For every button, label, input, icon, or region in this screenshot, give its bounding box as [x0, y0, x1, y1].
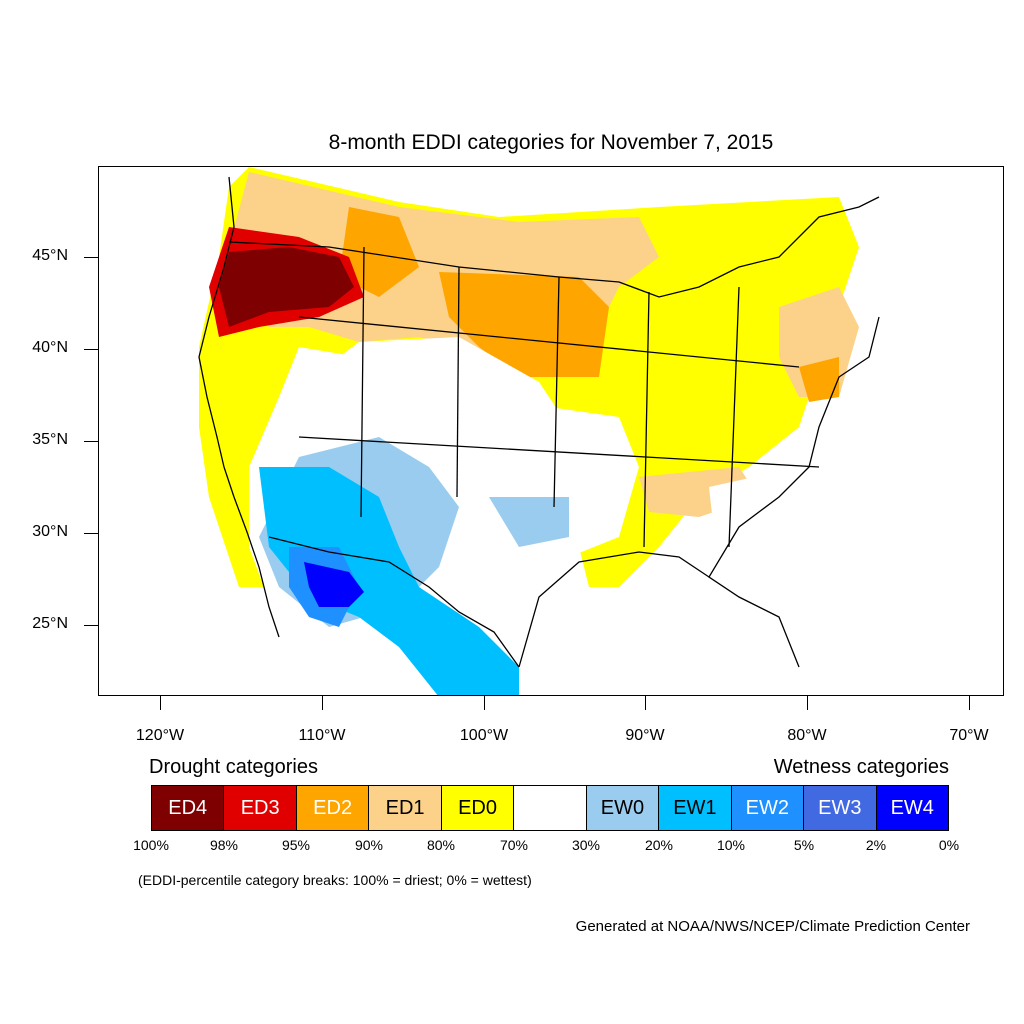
lon-tick — [645, 696, 646, 710]
legend-label: ED2 — [313, 796, 353, 819]
legend-cell-ed3: ED3 — [224, 786, 297, 830]
percentile-label: 30% — [571, 837, 601, 853]
lon-label: 110°W — [298, 727, 346, 744]
us-canada-border — [228, 196, 880, 298]
lat-label: 35°N — [32, 431, 68, 448]
state-line-6 — [298, 316, 800, 368]
lat-label: 25°N — [32, 615, 68, 632]
legend-cell-ew4: EW4 — [876, 786, 948, 830]
percentile-label: 2% — [865, 837, 887, 853]
ed2-area-plains — [439, 272, 609, 377]
legend-cell-ed4: ED4 — [152, 786, 225, 830]
west-coastline — [198, 176, 280, 638]
normal-area-southeast — [709, 467, 819, 587]
lon-label: 120°W — [135, 727, 185, 744]
map-canvas — [198, 167, 880, 695]
ew4-area-mexico — [304, 562, 364, 607]
lat-label: 40°N — [32, 339, 68, 356]
east-coastline — [708, 316, 880, 668]
lat-label: 30°N — [32, 523, 68, 540]
legend-cell-ew2: EW2 — [731, 786, 805, 830]
percentile-label: 0% — [938, 837, 960, 853]
credit-line: Generated at NOAA/NWS/NCEP/Climate Predi… — [575, 918, 970, 935]
lon-tick — [969, 696, 970, 710]
lon-tick — [322, 696, 323, 710]
lon-label: 80°W — [787, 727, 827, 744]
legend-label: ED3 — [240, 796, 280, 819]
ew1-area-southwest — [259, 467, 519, 695]
map-title: 8-month EDDI categories for November 7, … — [328, 131, 774, 154]
category-legend-bar: ED4 ED3 ED2 ED1 ED0 EW0 EW1 EW2 EW3 EW4 — [151, 785, 949, 831]
state-line-2 — [456, 266, 460, 498]
us-mexico-border — [268, 536, 520, 668]
legend-label: EW3 — [818, 796, 862, 819]
wetness-heading: Wetness categories — [773, 756, 949, 778]
percentile-label: 10% — [716, 837, 746, 853]
percentile-label: 5% — [793, 837, 815, 853]
legend-cell-ew1: EW1 — [659, 786, 732, 830]
legend-cell-ew3: EW3 — [804, 786, 877, 830]
gulf-coastline — [518, 551, 710, 668]
lat-tick — [84, 441, 98, 442]
lon-label: 100°W — [459, 727, 509, 744]
legend-label: EW1 — [673, 796, 717, 819]
lat-tick — [84, 257, 98, 258]
boundaries — [198, 176, 880, 668]
legend-label: EW4 — [890, 796, 934, 819]
ew0-area-texas — [489, 497, 569, 547]
category-breaks-note: (EDDI-percentile category breaks: 100% =… — [138, 872, 532, 888]
lon-tick — [160, 696, 161, 710]
lat-tick — [84, 625, 98, 626]
legend-cell-ed1: ED1 — [369, 786, 442, 830]
percentile-label: 90% — [354, 837, 384, 853]
legend-label: ED4 — [168, 796, 208, 819]
legend-cell-ed0: ED0 — [441, 786, 515, 830]
percentile-label: 20% — [644, 837, 674, 853]
percentile-label: 70% — [499, 837, 529, 853]
ed2-area-west — [339, 207, 419, 297]
state-line-1 — [360, 246, 365, 518]
legend-label: ED1 — [385, 796, 425, 819]
state-line-7 — [298, 436, 820, 468]
ed4-area-northwest — [219, 247, 354, 327]
percentile-label: 100% — [133, 837, 169, 853]
category-fields — [199, 167, 859, 695]
percentile-label: 98% — [209, 837, 239, 853]
drought-heading: Drought categories — [149, 756, 318, 778]
legend-label: ED0 — [458, 796, 497, 819]
legend-label: EW2 — [745, 796, 790, 819]
lon-tick — [484, 696, 485, 710]
lon-label: 90°W — [625, 727, 665, 744]
lat-tick — [84, 533, 98, 534]
state-line-3 — [553, 276, 560, 508]
lon-label: 70°W — [949, 727, 989, 744]
percentile-label: 95% — [281, 837, 311, 853]
lon-tick — [807, 696, 808, 710]
lat-label: 45°N — [32, 247, 68, 264]
legend-cell-normal — [514, 786, 587, 830]
legend-cell-ew0: EW0 — [586, 786, 660, 830]
legend-label: EW0 — [600, 796, 645, 819]
ed2-area-northeast — [799, 357, 839, 402]
normal-area-center — [299, 337, 569, 527]
state-line-4 — [643, 291, 650, 548]
eddi-map — [98, 166, 1004, 696]
percentile-label: 80% — [426, 837, 456, 853]
state-line-5 — [728, 286, 740, 548]
lat-tick — [84, 349, 98, 350]
legend-cell-ed2: ED2 — [296, 786, 370, 830]
